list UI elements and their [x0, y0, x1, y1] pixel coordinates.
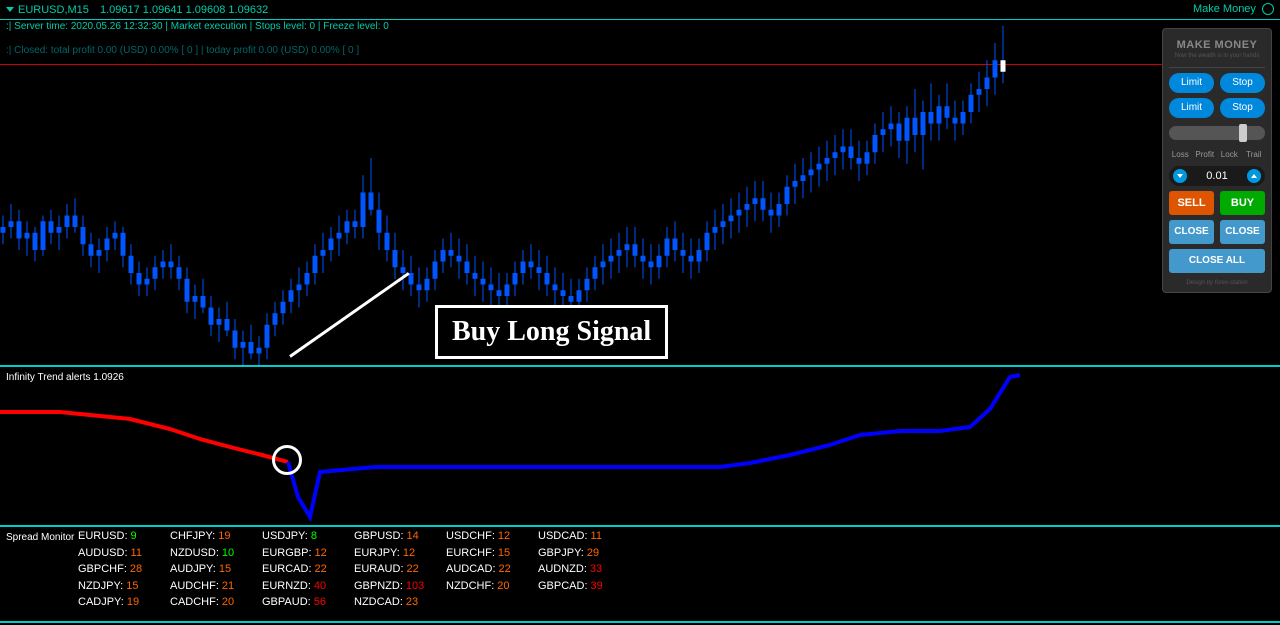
symbol-dropdown-icon[interactable]	[6, 7, 14, 12]
signal-pointer-circle	[272, 445, 302, 475]
spread-item: USDCHF:12	[446, 530, 538, 547]
lot-decrease-icon[interactable]	[1173, 169, 1187, 183]
panel-subtitle: Now the wealth is in your hands	[1169, 53, 1265, 59]
price-label: 1.09617 1.09641 1.09608 1.09632	[100, 4, 268, 16]
close-all-button[interactable]: CLOSE ALL	[1169, 249, 1265, 273]
spread-item: NZDCAD:23	[354, 596, 446, 613]
spread-item: EURAUD:22	[354, 563, 446, 580]
spread-item: GBPNZD:103	[354, 580, 446, 597]
separator-3	[0, 621, 1280, 623]
tab-loss[interactable]: Loss	[1169, 148, 1192, 161]
stop-button-2[interactable]: Stop	[1220, 98, 1265, 118]
spread-item: NZDJPY:15	[78, 580, 170, 597]
tab-trail[interactable]: Trail	[1243, 148, 1266, 161]
smiley-icon	[1262, 3, 1274, 15]
spread-item: GBPJPY:29	[538, 547, 630, 564]
stop-button-1[interactable]: Stop	[1220, 73, 1265, 93]
spread-item: USDJPY:8	[262, 530, 354, 547]
spread-item: NZDCHF:20	[446, 580, 538, 597]
panel-footer: Design by forex-station	[1169, 280, 1265, 286]
spread-item: AUDJPY:15	[170, 563, 262, 580]
signal-callout: Buy Long Signal	[435, 305, 668, 359]
trend-indicator[interactable]	[0, 367, 1160, 525]
spread-item: USDCAD:11	[538, 530, 630, 547]
symbol-label: EURUSD,M15	[18, 4, 89, 16]
limit-button-1[interactable]: Limit	[1169, 73, 1214, 93]
separator-2	[0, 525, 1280, 527]
spread-item: CHFJPY:19	[170, 530, 262, 547]
spread-item: GBPUSD:14	[354, 530, 446, 547]
close-button-2[interactable]: CLOSE	[1220, 220, 1265, 244]
slider-handle[interactable]	[1239, 124, 1247, 142]
spread-item: CADJPY:19	[78, 596, 170, 613]
spread-item: NZDUSD:10	[170, 547, 262, 564]
spread-item: AUDCAD:22	[446, 563, 538, 580]
buy-button[interactable]: BUY	[1220, 191, 1265, 215]
spread-item: EURUSD:9	[78, 530, 170, 547]
spread-item: EURJPY:12	[354, 547, 446, 564]
spread-item: EURCHF:15	[446, 547, 538, 564]
spread-item: AUDCHF:21	[170, 580, 262, 597]
spread-item: AUDNZD:33	[538, 563, 630, 580]
lot-value: 0.01	[1206, 170, 1227, 182]
spread-item: CADCHF:20	[170, 596, 262, 613]
limit-button-2[interactable]: Limit	[1169, 98, 1214, 118]
spread-item: GBPCAD:39	[538, 580, 630, 597]
close-button-1[interactable]: CLOSE	[1169, 220, 1214, 244]
tab-lock[interactable]: Lock	[1218, 148, 1241, 161]
spread-item: EURCAD:22	[262, 563, 354, 580]
panel-title: MAKE MONEY	[1169, 39, 1265, 51]
chart-header: EURUSD,M15 1.09617 1.09641 1.09608 1.096…	[0, 0, 1280, 20]
lot-increase-icon[interactable]	[1247, 169, 1261, 183]
spread-item: EURNZD:40	[262, 580, 354, 597]
spread-item: EURGBP:12	[262, 547, 354, 564]
make-money-link[interactable]: Make Money	[1193, 3, 1256, 15]
tab-profit[interactable]: Profit	[1194, 148, 1217, 161]
trade-panel: MAKE MONEY Now the wealth is in your han…	[1162, 28, 1272, 293]
sell-button[interactable]: SELL	[1169, 191, 1214, 215]
spread-item: GBPCHF:28	[78, 563, 170, 580]
spread-label: Spread Monitor	[6, 532, 74, 543]
risk-slider[interactable]	[1169, 126, 1265, 140]
spread-item: AUDUSD:11	[78, 547, 170, 564]
spread-item: GBPAUD:56	[262, 596, 354, 613]
spread-monitor-grid: EURUSD:9CHFJPY:19USDJPY:8GBPUSD:14USDCHF…	[78, 530, 630, 613]
